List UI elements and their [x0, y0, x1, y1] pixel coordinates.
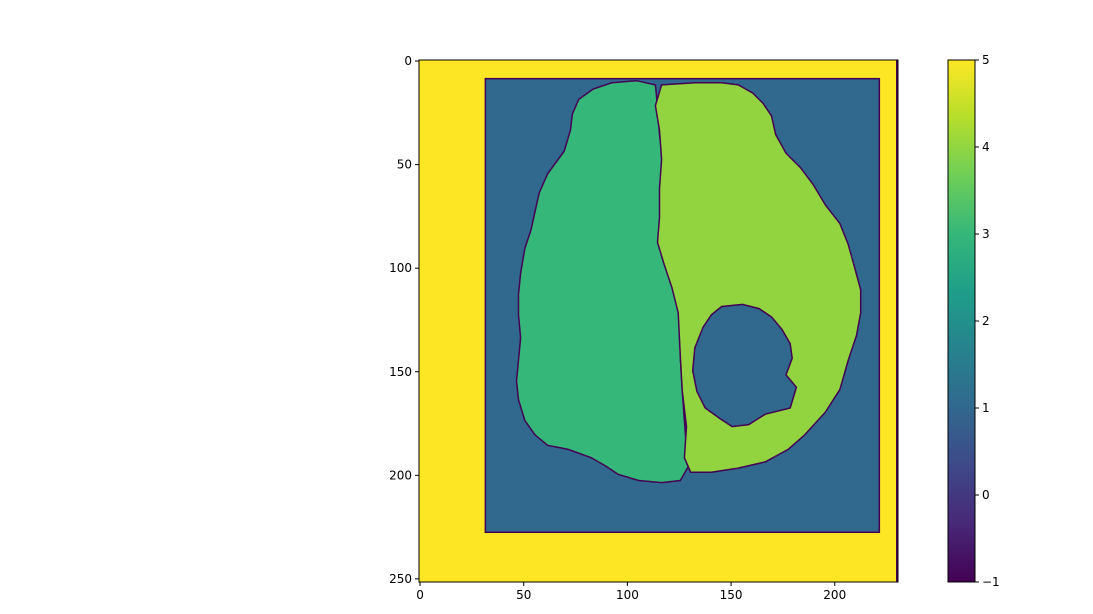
x-tick-label: 100 — [616, 588, 639, 602]
frame-edge-strip — [896, 60, 898, 582]
colorbar-tick-label: 3 — [982, 227, 990, 241]
y-axis: 0 50 100 150 200 250 — [389, 54, 419, 586]
y-tick-label: 50 — [397, 158, 412, 172]
colorbar-tick-label: 0 — [982, 488, 990, 502]
region-lesion-hole — [691, 303, 798, 428]
y-tick-label: 250 — [389, 572, 412, 586]
y-tick-label: 150 — [389, 365, 412, 379]
y-tick-label: 0 — [404, 54, 412, 68]
colorbar-tick-label: 4 — [982, 140, 990, 154]
x-tick-label: 200 — [823, 588, 846, 602]
colorbar: −1 0 1 2 3 4 5 — [947, 53, 1000, 589]
x-axis: 0 50 100 150 200 — [416, 582, 846, 602]
image-area — [419, 60, 898, 582]
colorbar-tick-label: −1 — [982, 575, 1000, 589]
y-tick-label: 200 — [389, 468, 412, 482]
y-tick-label: 100 — [389, 261, 412, 275]
colorbar-gradient — [947, 59, 976, 583]
colorbar-tick-label: 1 — [982, 401, 990, 415]
x-tick-label: 50 — [516, 588, 531, 602]
x-tick-label: 0 — [416, 588, 424, 602]
colorbar-tick-label: 5 — [982, 53, 990, 67]
plot-frame — [418, 59, 899, 583]
colorbar-tick-label: 2 — [982, 314, 990, 328]
x-tick-label: 150 — [720, 588, 743, 602]
